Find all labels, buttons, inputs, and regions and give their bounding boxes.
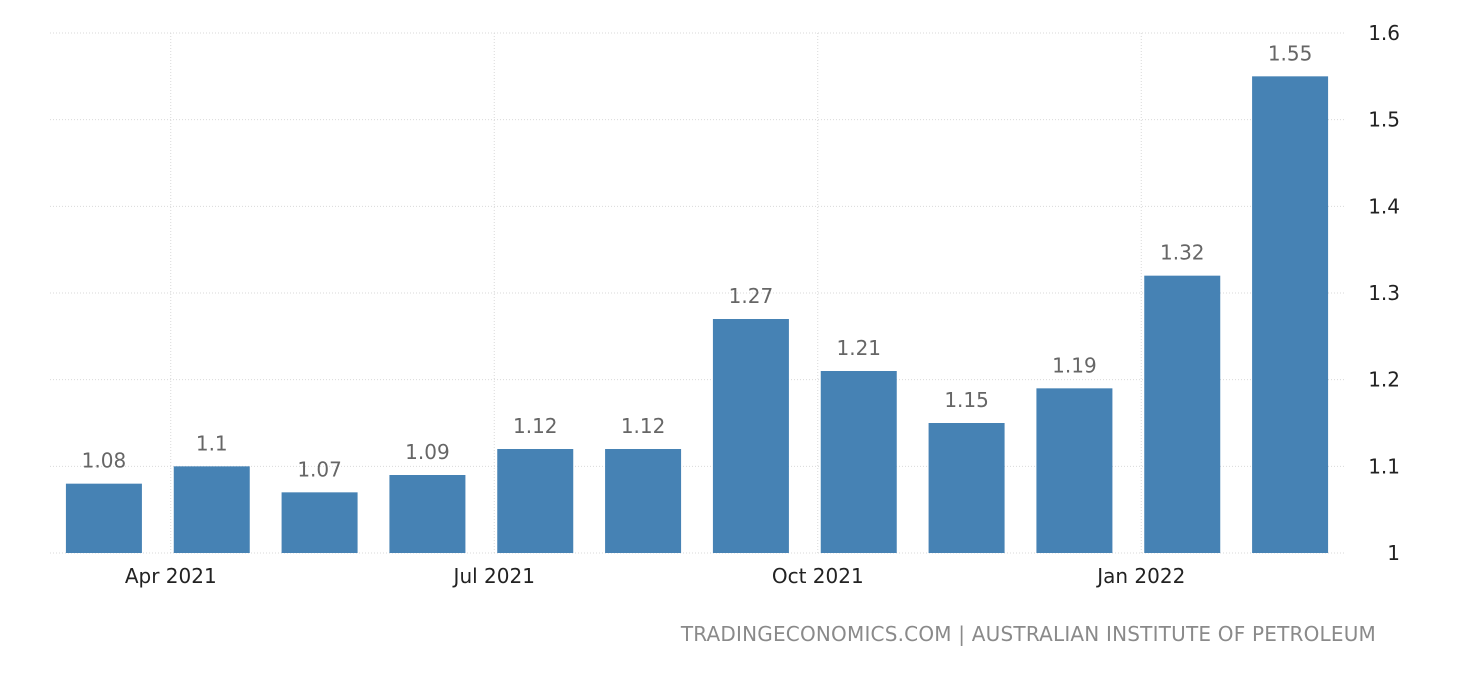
x-axis-ticks: Apr 2021 Jul 2021 Oct 2021 Jan 2022	[125, 564, 1185, 588]
bar-value-label: 1.1	[196, 431, 228, 455]
y-tick-label: 1.3	[1368, 281, 1400, 305]
x-tick-label: Jul 2021	[452, 564, 535, 588]
bar-value-label: 1.12	[621, 414, 666, 438]
bar-value-label: 1.21	[836, 336, 881, 360]
bar-value-label: 1.55	[1268, 41, 1313, 65]
bar	[65, 483, 142, 553]
source-credit: TRADINGECONOMICS.COM | AUSTRALIAN INSTIT…	[680, 622, 1376, 646]
x-tick-label: Oct 2021	[772, 564, 864, 588]
bar	[1252, 76, 1329, 553]
bar	[928, 423, 1005, 553]
bar	[820, 371, 897, 553]
bar-value-label: 1.27	[729, 284, 774, 308]
y-axis-ticks: 1 1.1 1.2 1.3 1.4 1.5 1.6	[1368, 21, 1400, 565]
bar	[497, 449, 574, 553]
bars	[65, 76, 1329, 553]
bar	[173, 466, 250, 553]
bar	[389, 475, 466, 553]
y-tick-label: 1.2	[1368, 368, 1400, 392]
y-tick-label: 1.6	[1368, 21, 1400, 45]
x-tick-label: Apr 2021	[125, 564, 217, 588]
bar-value-label: 1.19	[1052, 353, 1097, 377]
y-tick-label: 1	[1387, 541, 1400, 565]
bar	[1144, 275, 1221, 553]
bar-value-label: 1.08	[82, 449, 127, 473]
bar-value-label: 1.09	[405, 440, 450, 464]
bar	[712, 319, 789, 553]
y-tick-label: 1.4	[1368, 194, 1400, 218]
bar-value-label: 1.07	[297, 457, 342, 481]
y-tick-label: 1.1	[1368, 454, 1400, 478]
bar-value-label: 1.12	[513, 414, 558, 438]
value-labels: 1.08 1.1 1.07 1.09 1.12 1.12 1.27 1.21 1.15 1.19 1…	[82, 41, 1313, 481]
bar	[281, 492, 358, 553]
bar	[605, 449, 682, 553]
x-tick-label: Jan 2022	[1095, 564, 1185, 588]
bar	[1036, 388, 1113, 553]
bar-value-label: 1.15	[944, 388, 989, 412]
y-tick-label: 1.5	[1368, 108, 1400, 132]
bar-value-label: 1.32	[1160, 241, 1205, 265]
